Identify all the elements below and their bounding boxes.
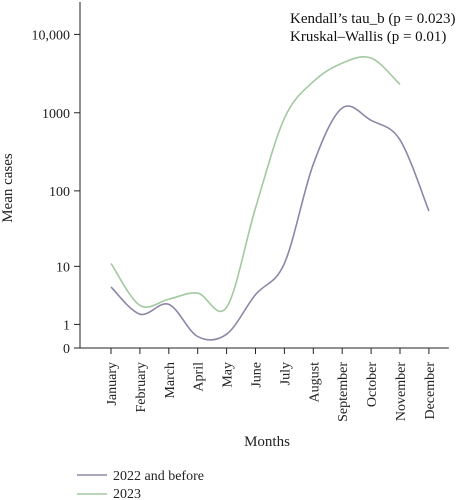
x-tick-label-september: September [336, 362, 351, 422]
y-ticks: 0 1 10 100 1000 10,000 [32, 28, 80, 357]
x-tick-label-august: August [307, 362, 322, 403]
legend-label-series-2: 2023 [113, 487, 141, 500]
x-tick-label-april: April [192, 362, 207, 392]
y-tick-label: 100 [49, 185, 70, 200]
series-lines [110, 55, 430, 341]
x-tick-label-july: July [278, 362, 293, 385]
y-tick-label: 0 [63, 342, 70, 357]
y-tick-label: 1 [63, 318, 70, 333]
legend-label-series-1: 2022 and before [113, 469, 204, 484]
y-tick-label: 10,000 [32, 28, 71, 43]
x-tick-label-may: May [221, 362, 236, 388]
axes [79, 2, 449, 349]
x-tick-label-march: March [163, 362, 178, 399]
series-line-2023 [110, 55, 401, 313]
x-tick-label-june: June [250, 362, 265, 388]
x-tick-label-november: November [394, 362, 409, 421]
series-line-2022-and-before [110, 105, 430, 341]
legend: 2022 and before 2023 [77, 469, 204, 500]
x-axis-title: Months [244, 434, 290, 450]
x-tick-label-december: December [423, 362, 438, 420]
x-ticks: January February March April May June July Augu… [105, 348, 438, 422]
annotation-kruskal: Kruskal–Wallis (p = 0.01) [290, 29, 446, 45]
annotation-kendall: Kendall’s tau_b (p = 0.023) [290, 11, 456, 27]
y-tick-label: 1000 [42, 107, 70, 122]
y-axis-title: Mean cases [0, 153, 16, 223]
x-tick-label-january: January [105, 362, 120, 406]
y-tick-label: 10 [56, 260, 70, 275]
x-tick-label-october: October [365, 362, 380, 407]
x-tick-label-february: February [134, 362, 149, 413]
